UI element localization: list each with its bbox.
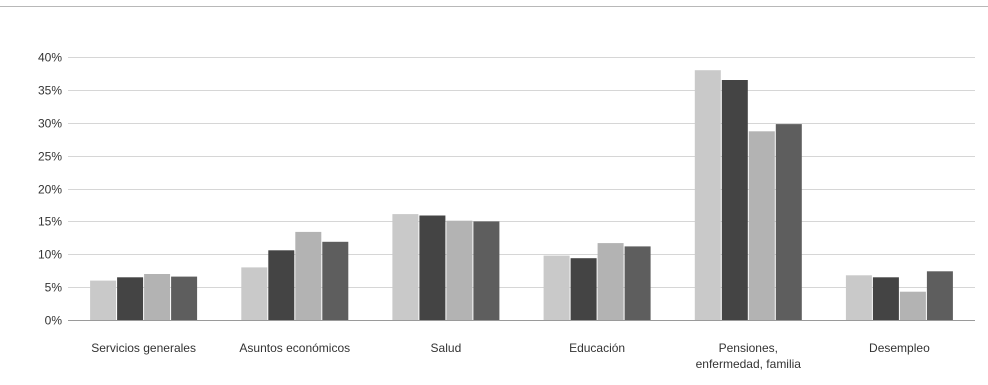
bar (473, 221, 500, 320)
bar (845, 275, 872, 320)
y-tick-label: 10% (38, 248, 62, 262)
bar (117, 277, 144, 320)
bar (543, 255, 570, 320)
bar (171, 276, 198, 320)
bar (597, 243, 624, 320)
bar (694, 70, 721, 320)
x-category-label: Pensiones, enfermedad, familia (696, 341, 802, 371)
bar (268, 250, 295, 320)
bar (419, 215, 446, 320)
y-tick-label: 40% (38, 51, 62, 65)
bar (775, 124, 802, 320)
x-category-label: Asuntos económicos (239, 341, 350, 355)
y-tick-label: 0% (45, 314, 63, 328)
bar (748, 131, 775, 320)
bar (90, 280, 117, 320)
y-tick-label: 35% (38, 84, 62, 98)
x-category-label: Desempleo (869, 341, 930, 355)
y-tick-label: 15% (38, 215, 62, 229)
top-border (0, 6, 988, 7)
x-category-label-line: Desempleo (869, 341, 930, 355)
x-category-label: Educación (569, 341, 625, 355)
bar (295, 231, 322, 320)
bar (570, 258, 597, 320)
x-category-label-line: Asuntos económicos (239, 341, 350, 355)
y-tick-label: 30% (38, 117, 62, 131)
bar (322, 241, 349, 320)
x-category-label: Servicios generales (91, 341, 196, 355)
bar (926, 271, 953, 320)
bar (241, 267, 268, 320)
bar (899, 291, 926, 320)
bar (446, 220, 473, 320)
x-category-label-line: Servicios generales (91, 341, 196, 355)
y-tick-label: 5% (45, 281, 63, 295)
x-category-label: Salud (431, 341, 462, 355)
x-category-label-line: Pensiones, (719, 341, 778, 355)
y-tick-label: 20% (38, 183, 62, 197)
x-category-label-line: Salud (431, 341, 462, 355)
y-tick-label: 25% (38, 150, 62, 164)
bar (872, 277, 899, 320)
bar (624, 246, 651, 320)
bar (721, 80, 748, 320)
x-category-label-line: enfermedad, familia (696, 357, 802, 371)
bar (144, 274, 171, 320)
bar (392, 214, 419, 320)
x-category-label-line: Educación (569, 341, 625, 355)
